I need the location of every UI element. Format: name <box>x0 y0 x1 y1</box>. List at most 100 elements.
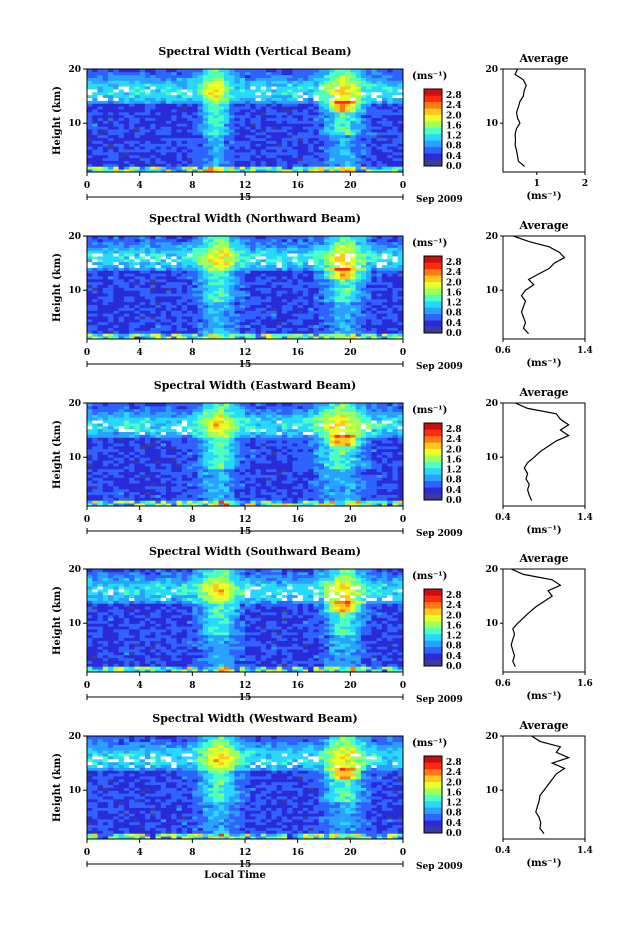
heatmap-cell <box>334 250 341 254</box>
heatmap-cell <box>255 163 262 167</box>
heatmap-cell <box>239 270 246 274</box>
heatmap-cell <box>87 103 93 107</box>
heatmap-cell <box>329 253 335 257</box>
profile-y-tick-label: 20 <box>485 232 498 242</box>
heatmap-cell <box>245 120 251 124</box>
heatmap-cell <box>139 494 146 498</box>
heatmap-cell <box>113 287 119 291</box>
heatmap-cell <box>197 485 204 490</box>
heatmap-cell <box>350 123 356 127</box>
heatmap-cell <box>197 321 204 326</box>
heatmap-cell <box>181 287 188 291</box>
colorbar-swatch <box>424 307 442 315</box>
heatmap-cell <box>218 301 225 306</box>
heatmap-cell <box>334 137 341 141</box>
heatmap-cell <box>155 500 162 504</box>
heatmap-cell <box>345 146 351 150</box>
heatmap-cell <box>339 480 346 484</box>
heatmap-cell <box>292 327 299 331</box>
colorbar-tick-label: 2.8 <box>446 258 462 268</box>
heatmap-cell <box>271 247 277 251</box>
heatmap-cell <box>166 324 172 328</box>
heatmap-cell <box>387 74 393 78</box>
heatmap-cell <box>218 149 225 153</box>
heatmap-cell <box>360 241 367 245</box>
heatmap-cell <box>176 256 183 260</box>
heatmap-cell <box>313 91 320 96</box>
heatmap-cell <box>392 313 399 317</box>
heatmap-cell <box>97 89 104 93</box>
heatmap-cell <box>134 247 141 251</box>
heatmap-cell <box>202 131 209 136</box>
heatmap-cell <box>381 253 388 257</box>
heatmap-cell <box>150 140 156 144</box>
heatmap-cell <box>387 103 393 107</box>
heatmap-cell <box>171 264 177 268</box>
heatmap-cell <box>176 238 183 243</box>
heatmap-cell <box>376 74 383 78</box>
colorbar-frame <box>423 88 443 167</box>
heatmap-cell <box>271 296 277 300</box>
heatmap-cell <box>160 336 167 340</box>
heatmap-cell <box>144 137 151 141</box>
heatmap-cell <box>166 313 172 317</box>
heatmap-cell <box>392 304 399 308</box>
heatmap-cell <box>187 267 193 271</box>
heatmap-cell <box>176 287 183 291</box>
heatmap-cell <box>245 313 251 317</box>
heatmap-cell <box>187 500 193 504</box>
heatmap-cell <box>397 134 404 139</box>
heatmap-cell <box>150 316 156 320</box>
heatmap-cell <box>166 238 172 243</box>
heatmap-cell <box>313 157 320 161</box>
heatmap-cell <box>102 261 109 266</box>
heatmap-cell <box>181 497 188 501</box>
heatmap-cell <box>155 313 162 317</box>
heatmap-cell <box>339 296 346 300</box>
heatmap-cell <box>108 316 114 320</box>
heatmap-cell <box>245 77 251 81</box>
heatmap-cell <box>97 80 104 84</box>
heatmap-cell <box>292 160 299 164</box>
heatmap-cell <box>97 111 104 116</box>
heatmap-cell <box>208 149 214 153</box>
heatmap-cell <box>329 109 335 113</box>
heatmap-cell <box>371 114 378 119</box>
heatmap-cell <box>239 253 246 257</box>
heatmap-cell <box>387 238 393 243</box>
heatmap-cell <box>334 336 341 340</box>
heatmap-cell <box>250 238 256 243</box>
heatmap-cell <box>123 238 130 243</box>
heatmap-cell <box>376 117 383 121</box>
heatmap-cell <box>155 123 162 127</box>
heatmap-cell <box>197 97 204 101</box>
heatmap-cell <box>213 157 220 161</box>
heatmap-cell <box>97 256 104 260</box>
heatmap-cell <box>271 327 277 331</box>
heatmap-cell <box>223 253 230 257</box>
heatmap-cell <box>302 131 309 136</box>
heatmap-cell <box>150 287 156 291</box>
heatmap-cell <box>371 293 378 297</box>
heatmap-cell <box>171 238 177 243</box>
heatmap-cell <box>329 89 335 93</box>
heatmap-cell <box>181 488 188 493</box>
heatmap-cell <box>381 241 388 245</box>
heatmap-cell <box>213 250 220 254</box>
heatmap-cell <box>97 261 104 266</box>
heatmap-cell <box>229 330 235 334</box>
heatmap-cell <box>329 241 335 245</box>
heatmap-cell <box>397 129 404 133</box>
heatmap-cell <box>281 503 288 507</box>
heatmap-cell <box>255 114 262 119</box>
heatmap-cell <box>239 330 246 334</box>
heatmap-cell <box>355 123 362 127</box>
heatmap-cell <box>245 149 251 153</box>
heatmap-cell <box>166 310 172 314</box>
heatmap-cell <box>287 169 293 173</box>
heatmap-cell <box>102 290 109 294</box>
heatmap-cell <box>250 321 256 326</box>
heatmap-cell <box>355 114 362 119</box>
heatmap-cell <box>229 296 235 300</box>
heatmap-cell <box>202 97 209 101</box>
